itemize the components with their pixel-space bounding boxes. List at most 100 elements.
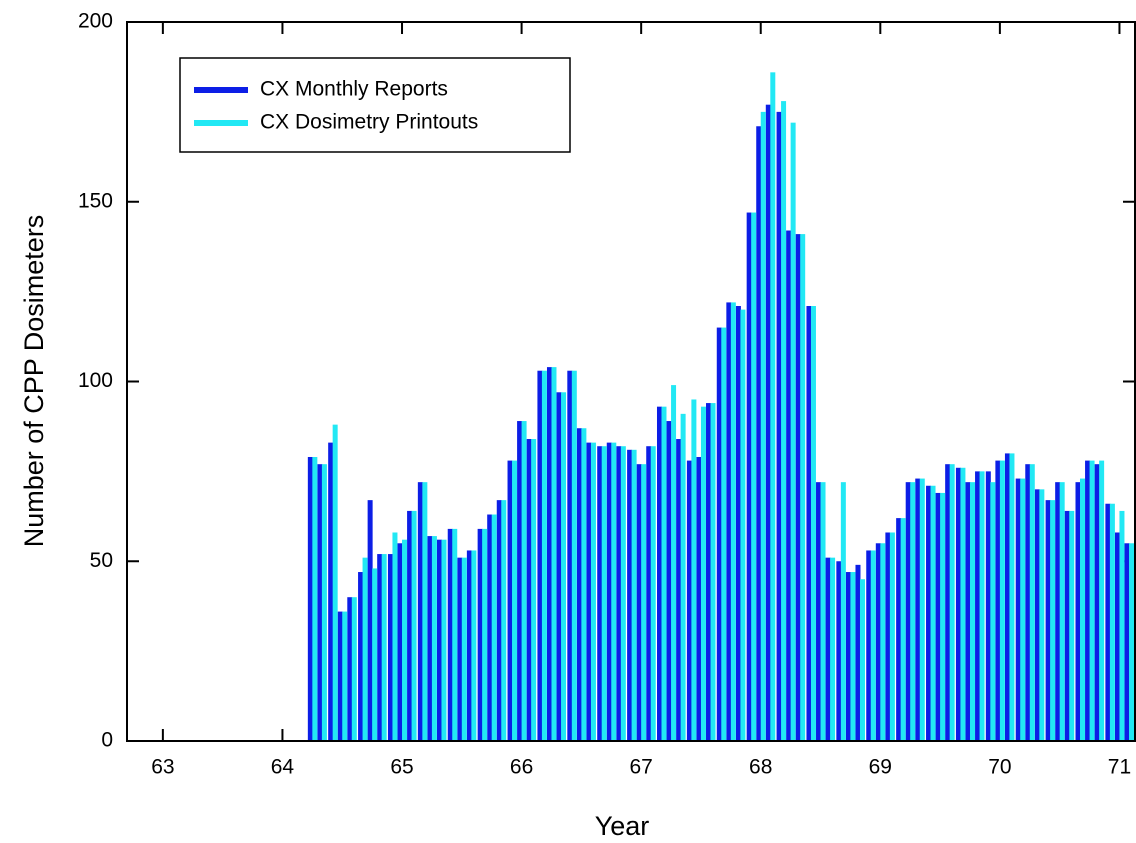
bar bbox=[945, 464, 951, 741]
x-tick-label: 68 bbox=[749, 756, 772, 779]
bar bbox=[1069, 510, 1075, 741]
bar bbox=[926, 485, 932, 741]
bar bbox=[452, 528, 458, 741]
bar bbox=[810, 306, 816, 741]
bar bbox=[915, 478, 921, 741]
bar bbox=[411, 510, 417, 741]
bar bbox=[601, 446, 607, 741]
bar bbox=[1059, 482, 1065, 741]
bar bbox=[960, 467, 966, 741]
bar bbox=[531, 439, 537, 741]
bar bbox=[930, 485, 936, 741]
bar bbox=[567, 370, 573, 741]
bar bbox=[561, 392, 567, 741]
bar bbox=[935, 492, 941, 741]
bar bbox=[620, 446, 626, 741]
bar bbox=[1050, 500, 1056, 741]
bar bbox=[751, 212, 757, 741]
y-tick-label: 50 bbox=[90, 549, 113, 572]
bar bbox=[1109, 503, 1115, 741]
bar bbox=[781, 101, 787, 742]
bar bbox=[471, 550, 477, 741]
bar bbox=[735, 306, 741, 741]
bar bbox=[975, 471, 981, 741]
bar bbox=[845, 572, 851, 741]
bar bbox=[990, 482, 996, 741]
bar bbox=[955, 467, 961, 741]
bar bbox=[666, 421, 672, 741]
bar bbox=[431, 536, 437, 741]
bar bbox=[820, 482, 826, 741]
plot-frame bbox=[126, 21, 1136, 742]
bar bbox=[855, 564, 861, 741]
bar bbox=[656, 406, 662, 741]
bar bbox=[1079, 478, 1085, 741]
bar bbox=[1045, 500, 1051, 741]
x-tick-label: 65 bbox=[390, 756, 413, 779]
bar bbox=[985, 471, 991, 741]
bar bbox=[487, 514, 493, 741]
bar bbox=[581, 428, 587, 741]
legend-label: CX Dosimetry Printouts bbox=[260, 111, 478, 134]
legend-box bbox=[179, 57, 571, 153]
bar bbox=[880, 543, 886, 741]
bar bbox=[546, 367, 552, 741]
bar bbox=[760, 111, 766, 741]
bar bbox=[597, 446, 603, 741]
bar bbox=[321, 464, 327, 741]
bar bbox=[765, 104, 771, 741]
bar bbox=[875, 543, 881, 741]
bar bbox=[900, 518, 906, 741]
bar bbox=[686, 460, 692, 741]
bar bbox=[661, 406, 667, 741]
bar bbox=[387, 554, 393, 741]
bar bbox=[1004, 453, 1010, 741]
bar bbox=[1029, 464, 1035, 741]
bar bbox=[1055, 482, 1061, 741]
bar bbox=[999, 460, 1005, 741]
bar bbox=[512, 460, 518, 741]
bar bbox=[676, 439, 682, 741]
bar bbox=[969, 482, 975, 741]
bar bbox=[436, 539, 442, 741]
bar bbox=[342, 611, 348, 741]
bar bbox=[556, 392, 562, 741]
bar bbox=[332, 424, 338, 741]
bar bbox=[526, 439, 532, 741]
bar bbox=[447, 528, 453, 741]
bar bbox=[949, 464, 955, 741]
bar bbox=[885, 532, 891, 741]
bar bbox=[836, 561, 842, 741]
bar bbox=[710, 403, 716, 741]
bar bbox=[347, 597, 353, 741]
bar bbox=[896, 518, 902, 741]
bar bbox=[806, 306, 812, 741]
bar bbox=[627, 449, 633, 741]
bar bbox=[940, 492, 946, 741]
bar bbox=[337, 611, 343, 741]
bar bbox=[307, 456, 313, 741]
bar bbox=[800, 234, 806, 742]
x-tick-label: 71 bbox=[1108, 756, 1131, 779]
bar bbox=[372, 568, 378, 741]
bar bbox=[477, 528, 483, 741]
bar bbox=[776, 111, 782, 741]
bar bbox=[427, 536, 433, 741]
bar bbox=[317, 464, 323, 741]
bar bbox=[501, 500, 507, 741]
bar bbox=[700, 406, 706, 741]
bar bbox=[312, 456, 318, 741]
bar bbox=[1039, 489, 1045, 741]
bar bbox=[381, 554, 387, 741]
bar bbox=[979, 471, 985, 741]
bar bbox=[726, 302, 732, 741]
bar bbox=[716, 327, 722, 741]
bar bbox=[576, 428, 582, 741]
bar bbox=[517, 421, 523, 741]
bar bbox=[377, 554, 383, 741]
y-tick-label: 0 bbox=[101, 729, 113, 752]
bar bbox=[859, 579, 865, 741]
bar bbox=[537, 370, 543, 741]
bar bbox=[461, 557, 467, 741]
bar bbox=[521, 421, 527, 741]
